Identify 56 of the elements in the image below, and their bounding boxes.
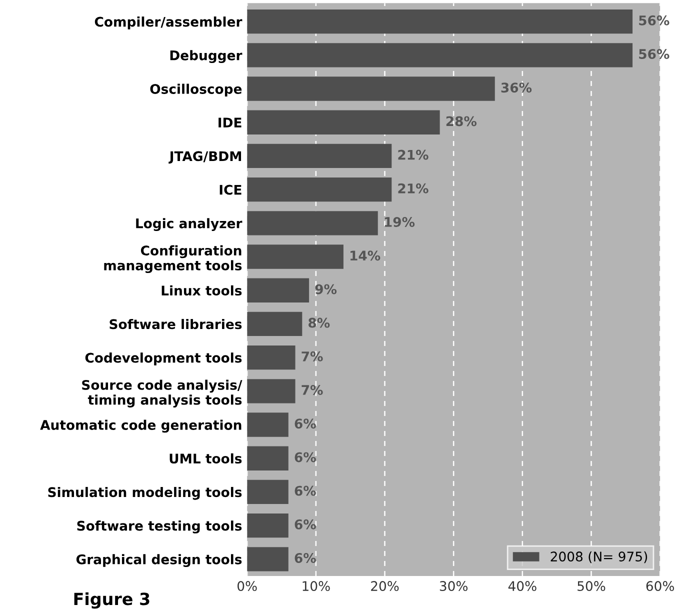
x-tick-label: 40%	[508, 581, 536, 592]
y-tick-label: JTAG/BDM	[168, 151, 242, 164]
y-tick-label: Graphical design tools	[76, 554, 242, 568]
bar	[247, 244, 344, 269]
text: 7%	[302, 385, 323, 395]
text: 6%	[294, 519, 316, 530]
y-tick-label: Automatic code generation	[40, 420, 242, 433]
bar	[247, 547, 288, 572]
y-tick-label: Software libraries	[110, 318, 242, 330]
y-tick-label: Linux tools	[162, 285, 242, 296]
text: 9%	[315, 284, 337, 294]
y-tick-label: Configuration management tools	[104, 245, 242, 274]
text: 7%	[302, 351, 323, 362]
y-tick-label: Software testing tools	[77, 520, 242, 534]
x-tick-label: 20%	[371, 581, 399, 592]
bar	[247, 278, 310, 302]
bar	[247, 480, 288, 504]
y-tick-label: Simulation modeling tools	[48, 486, 242, 500]
bar	[247, 513, 288, 538]
y-tick-label: ICE	[220, 184, 242, 195]
text: 6%	[294, 452, 316, 462]
text: 28%	[446, 116, 477, 126]
y-tick-label: Source code analysis/ timing analysis tools	[82, 380, 242, 408]
bar	[247, 312, 302, 336]
x-tick-label: 10%	[302, 581, 330, 592]
legend-label: 2008 (N= 975)	[550, 551, 648, 564]
y-tick-label: Compiler/assembler	[94, 16, 242, 30]
bar	[247, 144, 392, 168]
text: 6%	[294, 486, 316, 496]
caption: Figure 3	[74, 592, 150, 609]
text: 36%	[501, 82, 532, 93]
bar	[247, 177, 392, 202]
text: 14%	[350, 250, 380, 261]
text: 6%	[294, 553, 316, 563]
y-tick-label: Codevelopment tools	[85, 352, 242, 366]
bar	[247, 412, 288, 437]
y-tick-label: IDE	[218, 118, 242, 128]
x-tick-label: 0%	[238, 581, 257, 592]
bar	[247, 76, 495, 101]
bar	[247, 446, 288, 470]
y-tick-label: Logic analyzer	[136, 218, 242, 232]
bar	[247, 379, 296, 404]
x-tick-label: 50%	[578, 581, 606, 592]
y-tick-label: Oscilloscope	[150, 84, 242, 97]
bar	[247, 9, 633, 34]
y-tick-label: UML tools	[170, 453, 242, 464]
x-tick-label: 30%	[440, 581, 468, 592]
x-tick-label: 60%	[646, 581, 674, 592]
text: 19%	[384, 217, 415, 227]
bar	[247, 211, 378, 236]
y-tick-label: Debugger	[170, 50, 242, 64]
text: 21%	[398, 183, 428, 194]
text: 21%	[398, 150, 428, 160]
bar	[247, 110, 440, 134]
bar	[247, 345, 296, 370]
bar	[247, 43, 633, 68]
